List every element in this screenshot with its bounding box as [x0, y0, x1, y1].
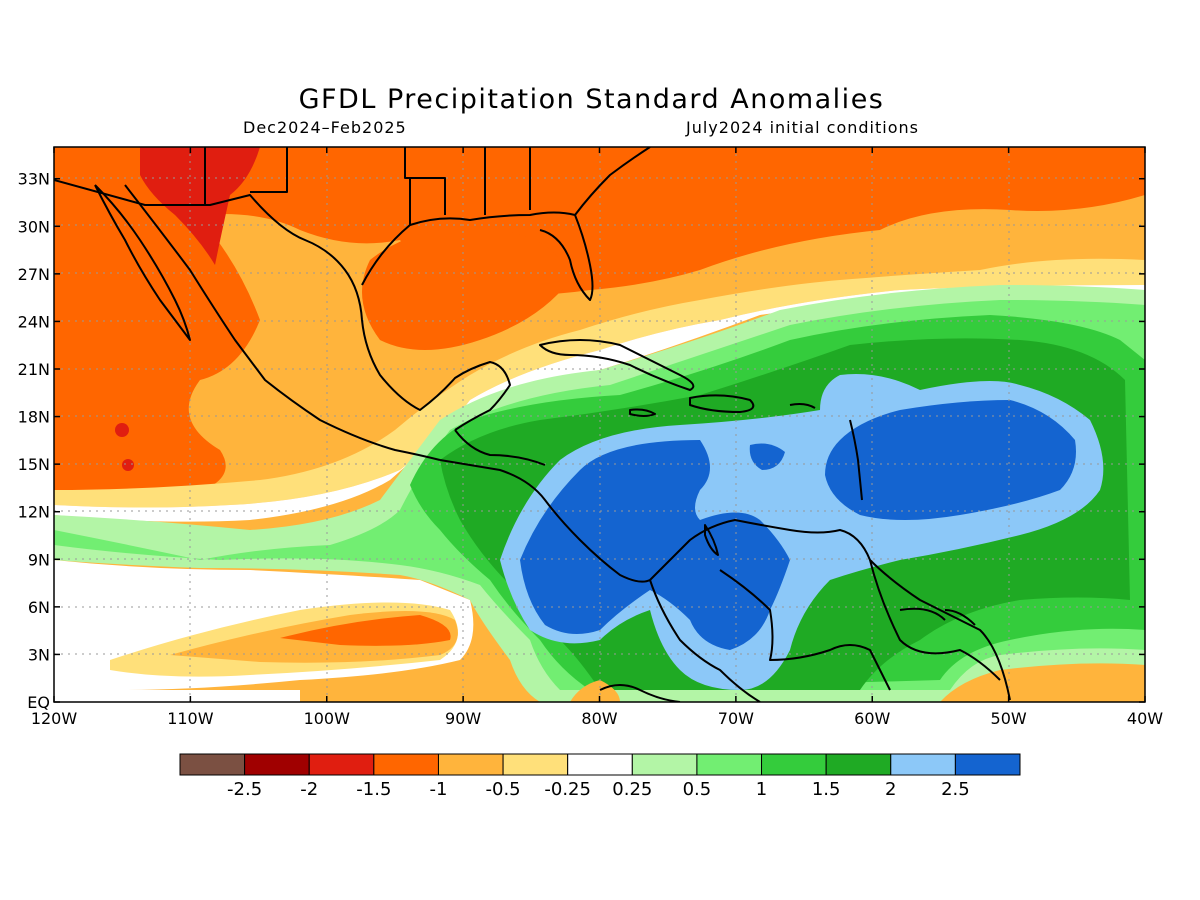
colorbar-label: -0.25 — [544, 779, 591, 800]
colorbar-swatch — [308, 753, 375, 776]
lon-label: 70W — [718, 709, 754, 728]
lat-label: 6N — [28, 598, 50, 617]
field-dry-gulf — [362, 228, 570, 350]
colorbar-swatch — [179, 753, 246, 776]
colorbar-label: -1.5 — [356, 779, 391, 800]
field-extreme-wet-core — [749, 443, 785, 470]
colorbar-label: 0.25 — [612, 779, 652, 800]
colorbar-swatch — [567, 753, 633, 776]
anomaly-field — [54, 147, 1145, 702]
lon-label: 60W — [854, 709, 890, 728]
map-title: GFDL Precipitation Standard Anomalies — [298, 84, 885, 115]
colorbar-swatch — [373, 753, 439, 776]
lat-label: 15N — [18, 455, 50, 474]
field-extreme-wet-core — [520, 440, 790, 650]
colorbar-swatch — [696, 753, 763, 776]
colorbar-swatch — [502, 753, 569, 776]
lat-label: 3N — [28, 645, 50, 664]
colorbar-swatch — [825, 753, 892, 776]
colorbar-label: 1.5 — [812, 779, 841, 800]
colorbar-label: 2.5 — [941, 779, 970, 800]
colorbar-swatch — [761, 753, 827, 776]
colorbar-swatch — [890, 753, 956, 776]
colorbar-label: -2.5 — [227, 779, 262, 800]
lat-label: 12N — [18, 503, 50, 522]
colorbar-label: 1 — [756, 779, 767, 800]
lat-label: 30N — [18, 217, 50, 236]
lon-label: 90W — [445, 709, 481, 728]
field-very-dry-spot — [115, 423, 129, 437]
coastlines — [54, 147, 1011, 702]
field-neutral-edge — [54, 690, 300, 702]
latitude-axis: 33N 30N 27N 24N 21N 18N 15N 12N 9N 6N 3N EQ — [18, 170, 1145, 712]
colorbar-label: 0.5 — [683, 779, 712, 800]
colorbar-label: -0.5 — [486, 779, 521, 800]
field-dry-south-core — [280, 615, 451, 646]
lon-label: 80W — [581, 709, 617, 728]
colorbar-label: -1 — [429, 779, 447, 800]
colorbar-swatch — [954, 753, 1021, 776]
lat-label: 21N — [18, 360, 50, 379]
field-dry-southeast — [570, 680, 620, 702]
lon-label: 50W — [991, 709, 1027, 728]
field-dry-southeast — [960, 670, 1145, 702]
colorbar-swatch — [631, 753, 698, 776]
field-slightly-dry — [54, 258, 1145, 508]
lat-label: 24N — [18, 312, 50, 331]
lat-label: EQ — [27, 693, 50, 712]
lon-label: 100W — [304, 709, 351, 728]
lat-label: 27N — [18, 265, 50, 284]
colorbar-label: -2 — [300, 779, 318, 800]
initial-conditions-label: July2024 initial conditions — [686, 118, 919, 137]
lat-label: 9N — [28, 550, 50, 569]
lat-label: 33N — [18, 170, 50, 189]
colorbar-label: 2 — [885, 779, 896, 800]
lon-label: 110W — [167, 709, 214, 728]
longitude-axis: 120W 110W 100W 90W 80W 70W 60W 50W 40W — [31, 147, 1163, 728]
field-very-dry-spot — [122, 459, 134, 471]
lon-label: 40W — [1127, 709, 1163, 728]
colorbar-swatch — [437, 753, 504, 776]
field-dry-west — [54, 190, 260, 497]
season-label: Dec2024–Feb2025 — [243, 118, 407, 137]
field-extreme-wet-core — [825, 400, 1076, 520]
graticule — [54, 147, 1145, 702]
lon-label: 120W — [31, 709, 78, 728]
colorbar-swatch — [244, 753, 310, 776]
lat-label: 18N — [18, 408, 50, 427]
colorbar: -2.5 -2 -1.5 -1 -0.5 -0.25 0.25 0.5 1 1.5 2 2.5 — [179, 753, 1021, 800]
